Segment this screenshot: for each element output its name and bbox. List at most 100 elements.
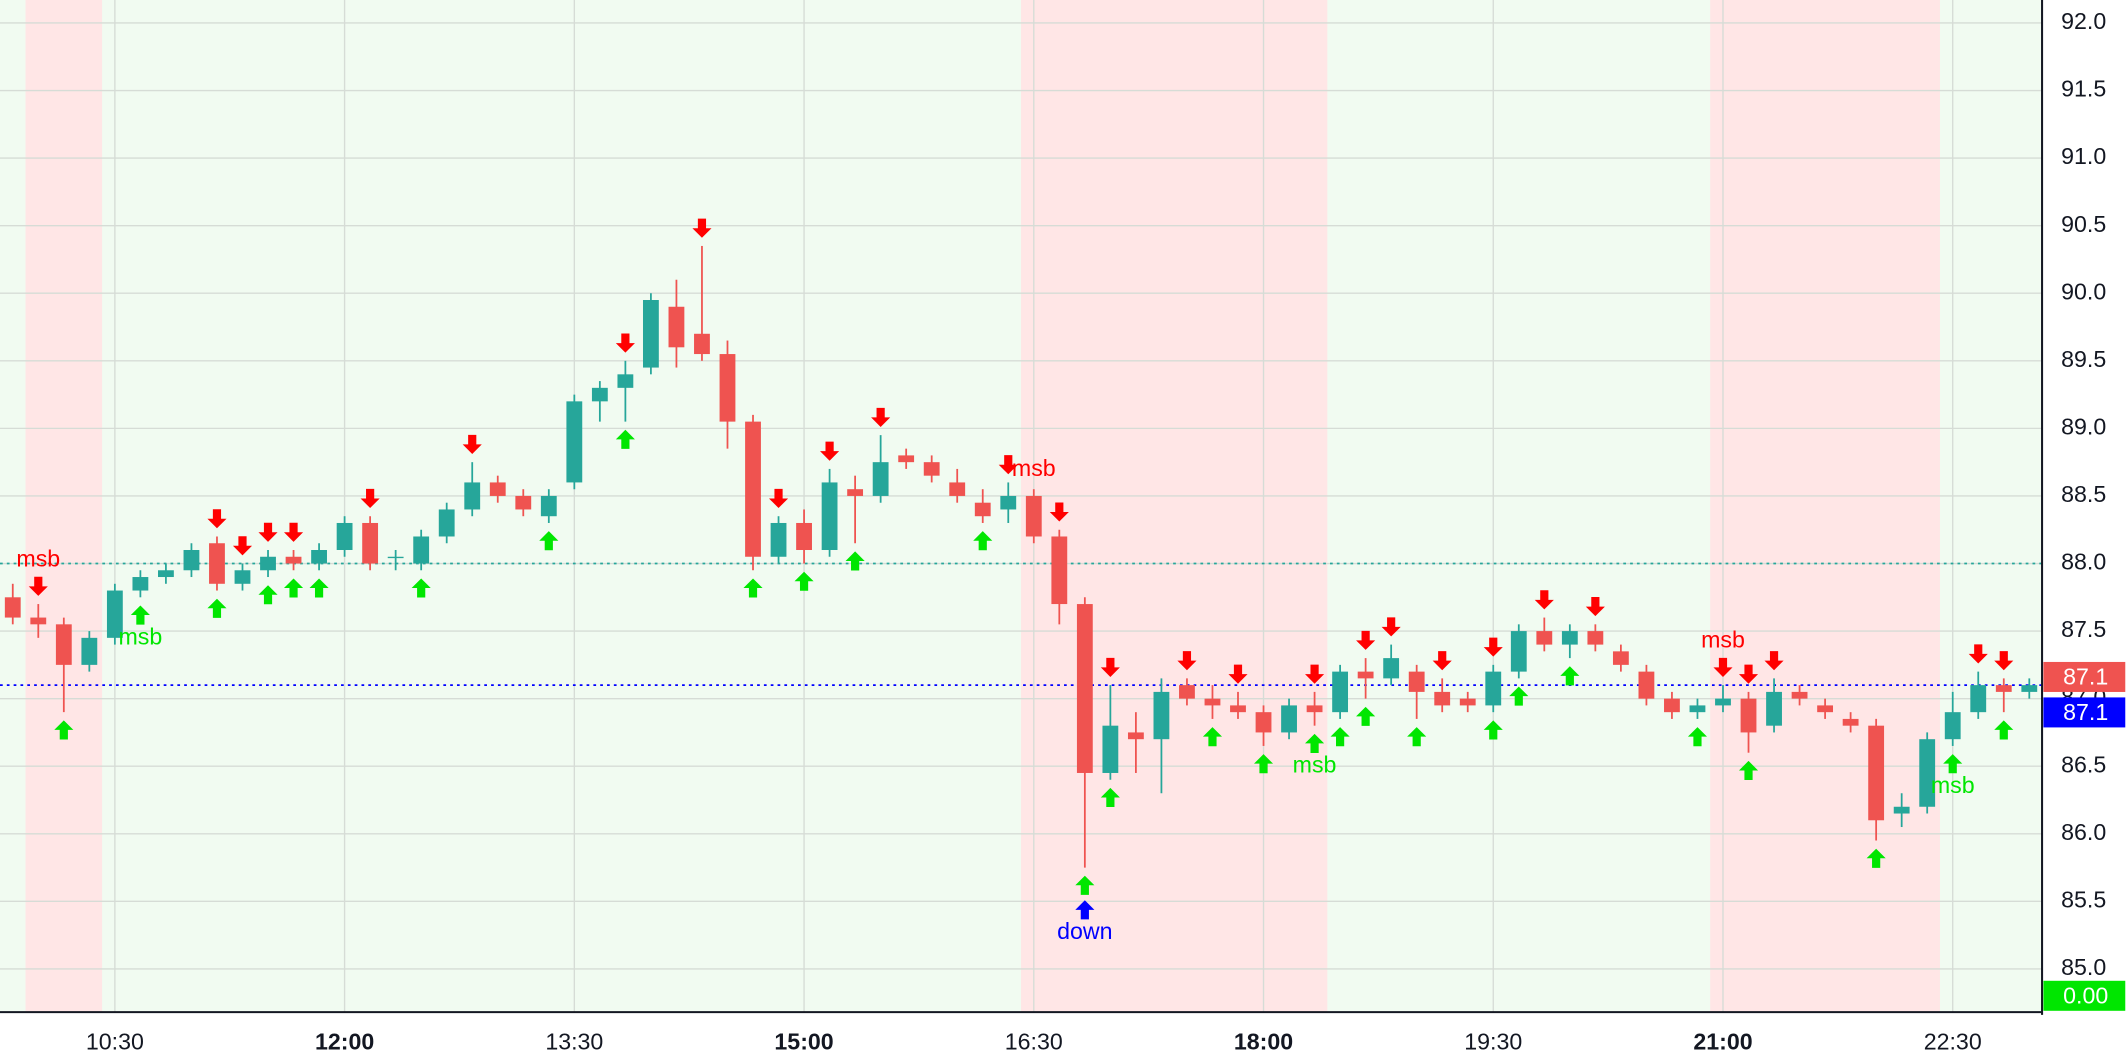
candle-body — [591, 387, 608, 402]
candle-body — [1689, 705, 1706, 713]
grid-layer — [0, 0, 2043, 1013]
candle-body — [1127, 732, 1144, 740]
candle-body — [1715, 698, 1731, 706]
candle-body — [1791, 691, 1808, 699]
x-tick-label: 13:30 — [545, 1029, 603, 1055]
y-tick-label: 91.5 — [2061, 76, 2106, 102]
x-tick-label: 19:30 — [1464, 1029, 1522, 1055]
candle-body — [949, 482, 966, 496]
price-label: 0.00 — [2063, 982, 2108, 1008]
signal-arrow-down — [1432, 651, 1452, 671]
candle-body — [1817, 705, 1834, 713]
candle-body — [311, 550, 327, 564]
candle-body — [1766, 691, 1782, 726]
price-label-box — [2043, 697, 2126, 728]
candle-body — [1919, 739, 1936, 807]
x-tick-label: 18:00 — [1234, 1029, 1293, 1055]
signal-arrow-up — [615, 429, 635, 449]
candle-body — [1561, 631, 1578, 645]
candle-body — [668, 306, 685, 348]
candle-body — [464, 482, 481, 510]
price-label-box — [2043, 661, 2126, 692]
signal-arrow-down — [360, 488, 380, 509]
candle-body — [1230, 705, 1246, 713]
y-tick-label: 85.0 — [2061, 954, 2106, 980]
candle-body — [1459, 698, 1476, 706]
candle-body — [515, 495, 532, 510]
candle-body — [1025, 495, 1042, 537]
candle-body — [30, 617, 47, 625]
candle-body — [285, 556, 302, 564]
signal-arrow-down — [462, 434, 482, 454]
x-tick-label: 10:30 — [86, 1029, 144, 1055]
price-label-box — [2043, 980, 2126, 1011]
candle-body — [1357, 671, 1374, 679]
signal-arrow-up — [1407, 727, 1427, 747]
candle-body — [617, 374, 634, 388]
price-label: 87.1 — [2063, 699, 2108, 725]
candle-body — [1995, 685, 2012, 692]
marks-layer: msb msb msb msb msb msb down — [4, 218, 2038, 944]
candle-body — [821, 482, 838, 551]
signal-arrow-up — [54, 720, 74, 740]
candle-body — [1051, 536, 1068, 605]
signal-arrow-up — [1738, 760, 1759, 780]
candle-body — [438, 509, 455, 537]
candle-body — [1510, 631, 1527, 672]
y-tick-label: 87.5 — [2061, 616, 2106, 642]
signal-arrow-down — [1713, 657, 1733, 677]
signal-arrow-up — [1560, 666, 1580, 686]
candle-body — [1000, 495, 1017, 510]
signal-arrow-up — [1943, 754, 1963, 774]
candle-body — [132, 577, 149, 591]
candle-body — [158, 570, 174, 578]
y-tick-label: 90.5 — [2061, 211, 2106, 237]
candle-body — [1842, 718, 1859, 726]
x-tick-label: 15:00 — [774, 1029, 833, 1055]
signal-arrow-up — [1305, 733, 1325, 753]
signal-arrow-down — [283, 522, 304, 542]
candle-body — [642, 300, 659, 368]
y-tick-label: 90.0 — [2061, 278, 2106, 304]
signal-arrow-up — [1100, 787, 1120, 808]
candle-body — [1944, 712, 1961, 740]
candle-body — [1740, 698, 1757, 733]
x-tick-label: 16:30 — [1005, 1029, 1063, 1055]
signal-arrow-up — [845, 551, 865, 571]
candle-body — [1306, 705, 1323, 713]
candle-body — [1587, 631, 1604, 645]
candle-body — [1204, 698, 1221, 706]
signal-arrow-up — [1202, 727, 1223, 747]
signal-arrow-down — [871, 407, 891, 427]
x-tick-label: 21:00 — [1693, 1029, 1752, 1055]
background-layer — [0, 0, 2043, 1013]
candle-body — [1868, 725, 1885, 821]
signal-arrow-down — [1228, 664, 1248, 684]
signal-arrow-down — [207, 509, 227, 529]
candle-body — [1383, 658, 1400, 679]
annotation-label: msb — [119, 623, 163, 649]
candle-body — [1893, 806, 1910, 814]
signal-arrow-down — [768, 488, 789, 509]
candle-body — [260, 556, 276, 571]
annotation-label: msb — [1931, 772, 1975, 798]
signal-arrow-up — [130, 605, 150, 625]
y-tick-label: 88.5 — [2061, 481, 2106, 507]
annotation-label: msb — [1701, 627, 1745, 653]
y-tick-label: 89.0 — [2061, 414, 2106, 440]
candle-body — [336, 522, 353, 551]
candle-body — [872, 462, 889, 496]
candle-body — [1638, 671, 1655, 699]
candle-body — [1970, 685, 1987, 713]
candle-body — [106, 590, 123, 638]
candle-body — [4, 597, 21, 618]
candle-body — [81, 637, 98, 665]
candle-body — [540, 495, 557, 517]
annotation-label: msb — [1293, 752, 1337, 778]
candle-body — [234, 570, 251, 584]
y-tick-label: 86.0 — [2061, 819, 2106, 845]
x-tick-label: 12:00 — [315, 1029, 374, 1055]
y-tick-label: 91.0 — [2061, 143, 2106, 169]
candle-body — [1485, 671, 1502, 706]
